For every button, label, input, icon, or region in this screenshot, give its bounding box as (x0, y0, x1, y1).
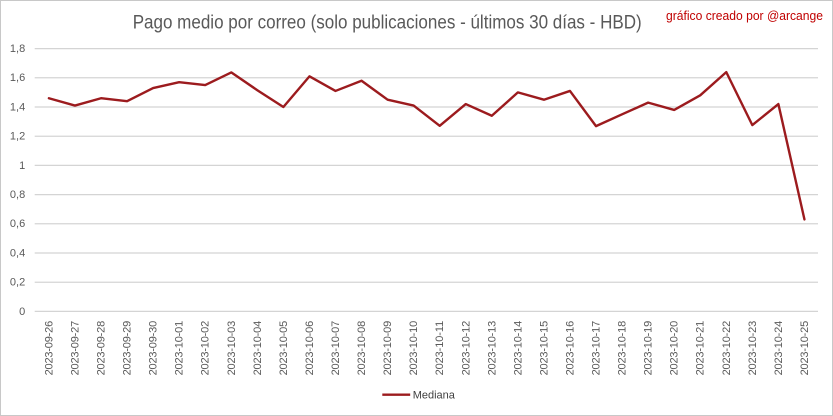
svg-text:2023-10-13: 2023-10-13 (486, 321, 498, 376)
svg-text:2023-09-27: 2023-09-27 (69, 321, 81, 376)
svg-text:2023-10-07: 2023-10-07 (330, 321, 342, 376)
svg-text:2023-09-29: 2023-09-29 (122, 321, 134, 376)
svg-text:2023-10-03: 2023-10-03 (226, 321, 238, 376)
svg-text:1,4: 1,4 (10, 101, 25, 113)
svg-text:2023-10-12: 2023-10-12 (460, 321, 472, 376)
svg-text:2023-10-10: 2023-10-10 (408, 321, 420, 376)
svg-text:0: 0 (19, 306, 25, 318)
svg-text:1: 1 (19, 160, 25, 172)
svg-text:2023-10-17: 2023-10-17 (591, 321, 603, 376)
svg-text:Mediana: Mediana (413, 390, 456, 402)
svg-text:2023-10-11: 2023-10-11 (434, 321, 446, 376)
svg-text:2023-10-02: 2023-10-02 (200, 321, 212, 376)
svg-text:2023-10-08: 2023-10-08 (356, 321, 368, 376)
svg-text:2023-10-09: 2023-10-09 (382, 321, 394, 376)
svg-text:0,6: 0,6 (10, 218, 25, 230)
svg-text:2023-10-22: 2023-10-22 (721, 321, 733, 376)
svg-text:0,4: 0,4 (10, 247, 25, 259)
svg-text:2023-10-21: 2023-10-21 (695, 321, 707, 376)
svg-text:2023-10-20: 2023-10-20 (669, 321, 681, 376)
svg-text:2023-09-28: 2023-09-28 (96, 321, 108, 376)
svg-text:2023-10-23: 2023-10-23 (747, 321, 759, 376)
svg-text:1,2: 1,2 (10, 131, 25, 143)
svg-text:2023-10-04: 2023-10-04 (252, 321, 264, 376)
svg-text:2023-09-26: 2023-09-26 (43, 321, 55, 376)
svg-text:1,6: 1,6 (10, 72, 25, 84)
svg-text:2023-09-30: 2023-09-30 (148, 321, 160, 376)
svg-text:0,8: 0,8 (10, 189, 25, 201)
svg-text:gráfico creado por @arcange: gráfico creado por @arcange (666, 8, 823, 23)
svg-text:2023-10-16: 2023-10-16 (564, 321, 576, 376)
svg-text:2023-10-19: 2023-10-19 (643, 321, 655, 376)
svg-text:2023-10-15: 2023-10-15 (538, 321, 550, 376)
svg-text:2023-10-06: 2023-10-06 (304, 321, 316, 376)
svg-text:2023-10-25: 2023-10-25 (799, 321, 811, 376)
svg-text:0,2: 0,2 (10, 277, 25, 289)
svg-text:2023-10-14: 2023-10-14 (512, 321, 524, 376)
svg-text:Pago medio por correo (solo pu: Pago medio por correo (solo publicacione… (133, 12, 642, 33)
svg-text:2023-10-18: 2023-10-18 (617, 321, 629, 376)
svg-text:2023-10-05: 2023-10-05 (278, 321, 290, 376)
svg-text:2023-10-24: 2023-10-24 (773, 321, 785, 376)
svg-text:2023-10-01: 2023-10-01 (174, 321, 186, 376)
svg-text:1,8: 1,8 (10, 43, 25, 55)
